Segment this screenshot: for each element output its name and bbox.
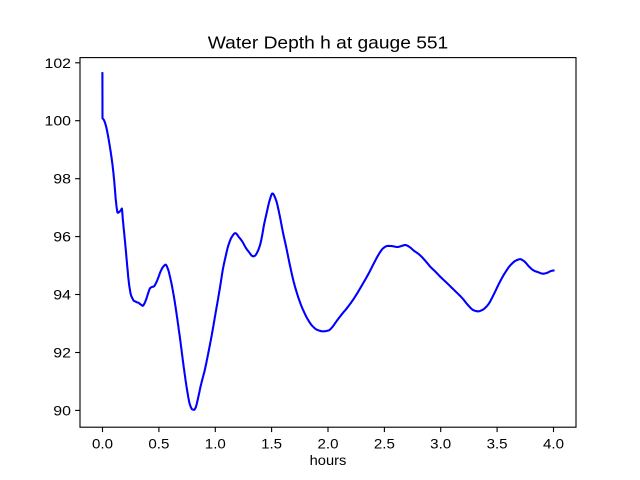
svg-text:0.0: 0.0: [92, 435, 113, 451]
svg-text:2.5: 2.5: [374, 435, 395, 451]
svg-text:3.5: 3.5: [487, 435, 508, 451]
svg-text:3.0: 3.0: [430, 435, 451, 451]
svg-text:2.0: 2.0: [318, 435, 339, 451]
svg-text:96: 96: [53, 229, 71, 245]
svg-text:1.5: 1.5: [261, 435, 282, 451]
svg-text:4.0: 4.0: [543, 435, 564, 451]
svg-text:1.0: 1.0: [205, 435, 226, 451]
svg-text:90: 90: [53, 402, 71, 418]
svg-text:92: 92: [53, 344, 71, 360]
svg-text:hours: hours: [310, 452, 347, 468]
svg-text:Water Depth h at gauge 551: Water Depth h at gauge 551: [208, 32, 449, 52]
svg-text:94: 94: [53, 287, 71, 303]
svg-text:100: 100: [45, 113, 72, 129]
svg-text:0.5: 0.5: [148, 435, 169, 451]
svg-text:98: 98: [53, 171, 71, 187]
svg-text:102: 102: [45, 55, 72, 71]
